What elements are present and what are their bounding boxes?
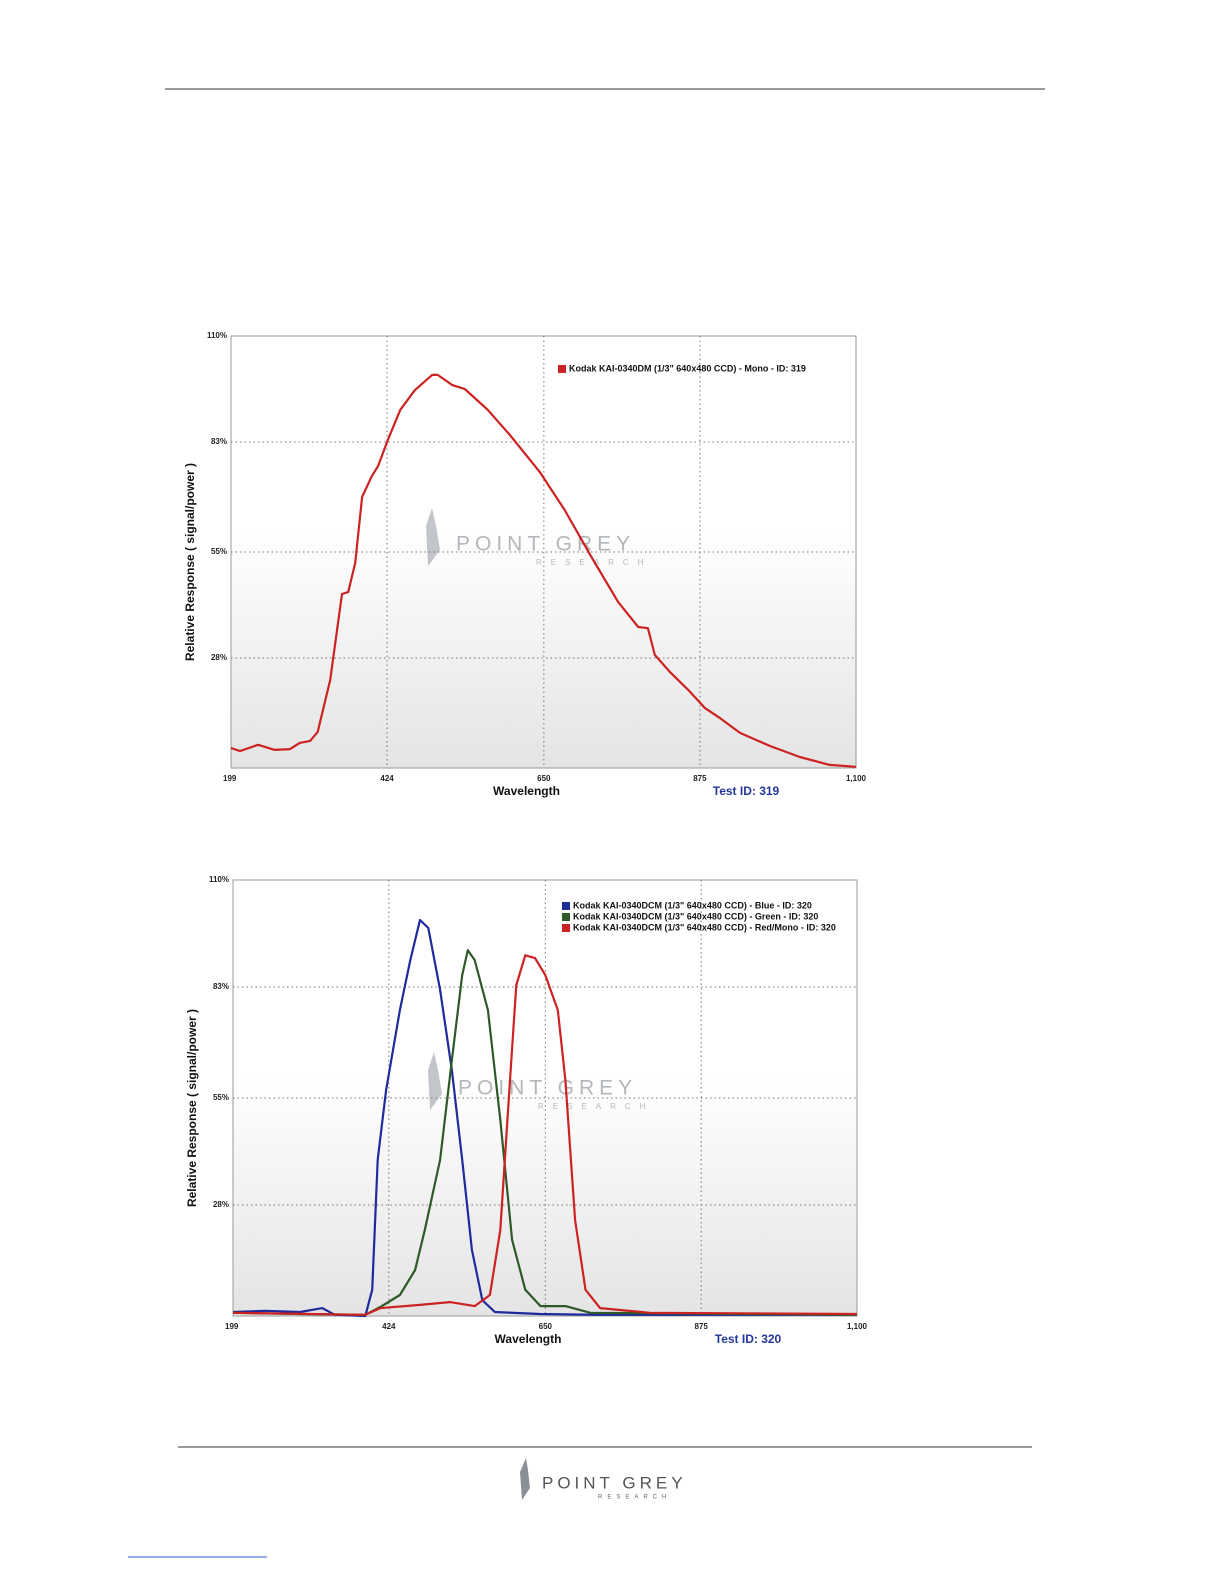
watermark-title: POINT GREY (456, 533, 635, 556)
y-tick-label: 28% (213, 1200, 229, 1209)
y-tick-label: 83% (213, 982, 229, 991)
x-tick-label: 424 (382, 1322, 396, 1331)
series-line (232, 949, 858, 1316)
y-axis-label: Relative Response ( signal/power ) (183, 463, 197, 661)
legend-label: Kodak KAI-0340DM (1/3" 640x480 CCD) - Mo… (569, 363, 806, 373)
x-tick-label: 650 (539, 1322, 553, 1331)
watermark-icon (428, 1052, 442, 1110)
watermark-subtitle: RESEARCH (536, 558, 652, 567)
x-axis-label: Wavelength (495, 1332, 562, 1346)
footer-logo-subtitle: RESEARCH (598, 1495, 671, 1501)
legend-swatch (562, 913, 570, 921)
watermark-subtitle: RESEARCH (538, 1102, 654, 1111)
watermark-title: POINT GREY (458, 1077, 637, 1100)
legend-label: Kodak KAI-0340DCM (1/3" 640x480 CCD) - G… (573, 911, 818, 921)
legend-swatch (558, 365, 566, 373)
x-tick-label: 199 (223, 774, 237, 783)
x-axis-label: Wavelength (493, 784, 560, 798)
y-axis-label: Relative Response ( signal/power ) (185, 1009, 199, 1207)
x-tick-label: 875 (693, 774, 707, 783)
x-tick-label: 1,100 (847, 1322, 868, 1331)
y-tick-label: 83% (211, 437, 227, 446)
footer-logo-title: POINT GREY (542, 1473, 687, 1492)
y-tick-label: 55% (213, 1093, 229, 1102)
legend-label: Kodak KAI-0340DCM (1/3" 640x480 CCD) - R… (573, 922, 836, 932)
series-line (232, 918, 857, 1318)
footer-logo-icon (520, 1458, 530, 1500)
legend-swatch (562, 902, 570, 910)
y-tick-label: 55% (211, 547, 227, 556)
series-line (230, 373, 857, 768)
x-tick-label: 875 (694, 1322, 708, 1331)
series-line (232, 954, 858, 1316)
legend-swatch (562, 924, 570, 932)
annotation: Test ID: 319 (713, 784, 780, 798)
annotation: Test ID: 320 (715, 1332, 782, 1346)
x-tick-label: 1,100 (846, 774, 867, 783)
y-tick-label: 110% (209, 875, 229, 884)
y-tick-label: 28% (211, 653, 227, 662)
x-tick-label: 650 (537, 774, 551, 783)
legend-label: Kodak KAI-0340DCM (1/3" 640x480 CCD) - B… (573, 900, 812, 910)
y-tick-label: 110% (207, 331, 227, 340)
x-tick-label: 424 (380, 774, 394, 783)
x-tick-label: 199 (225, 1322, 239, 1331)
